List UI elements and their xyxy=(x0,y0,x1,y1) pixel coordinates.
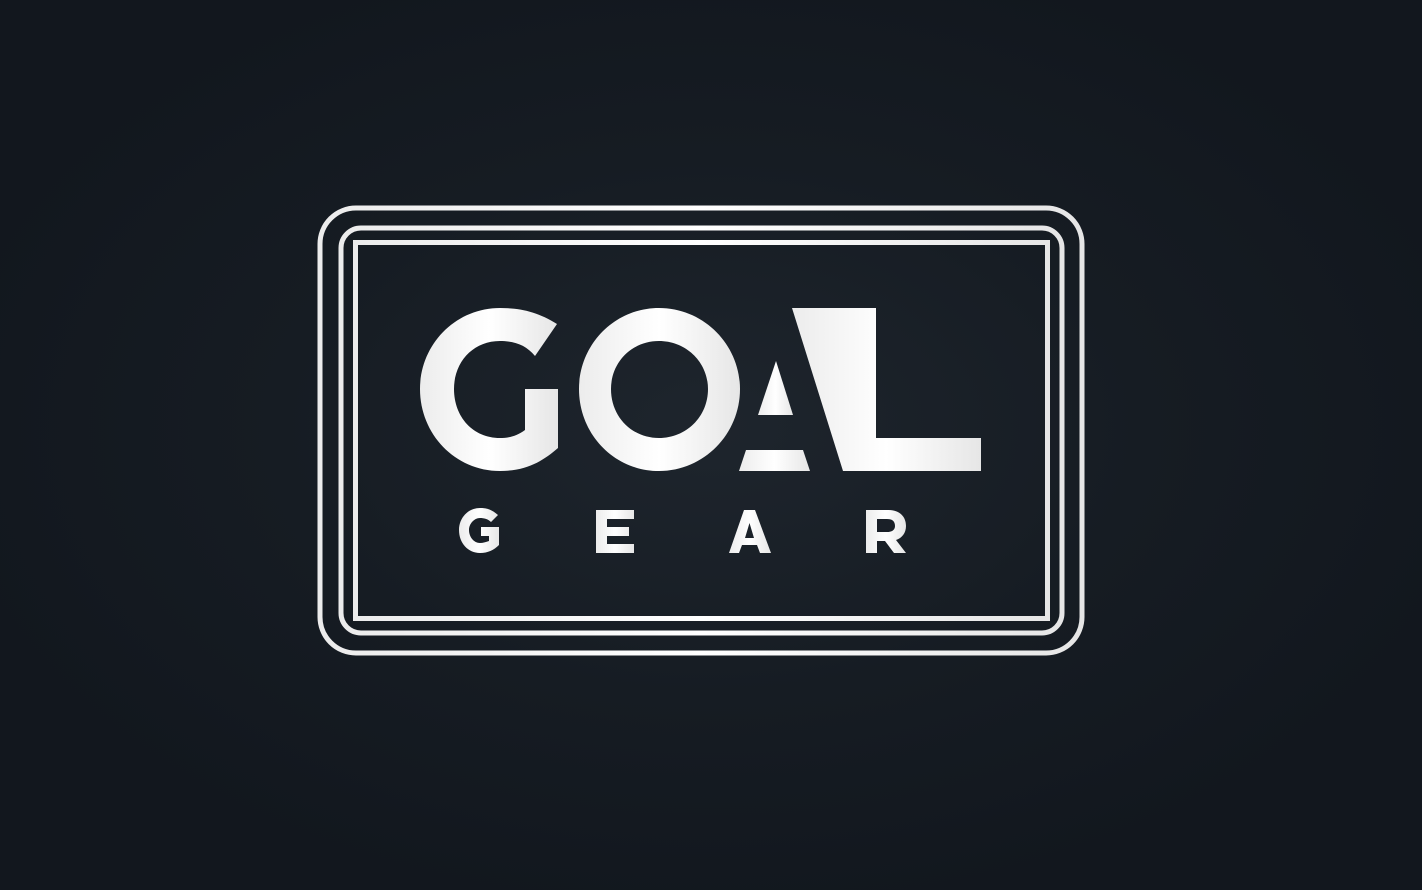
logo-frame xyxy=(317,205,1085,656)
tagline-letter-r xyxy=(866,510,906,553)
tagline-letter-e xyxy=(596,510,634,553)
logo-wordmark xyxy=(420,308,981,471)
logo-tagline xyxy=(459,508,906,553)
frame-middle-border xyxy=(338,225,1065,636)
wordmark-letter-a-top xyxy=(758,361,793,415)
frame-outer-border xyxy=(317,205,1085,656)
frame-inner-border xyxy=(353,240,1050,621)
wordmark-letter-l xyxy=(792,308,981,471)
wordmark-letter-o xyxy=(579,308,740,471)
tagline-letter-a xyxy=(729,510,771,553)
wordmark-letter-g xyxy=(420,308,558,471)
wordmark-letter-a-base xyxy=(739,450,810,471)
tagline-letter-g xyxy=(459,508,499,553)
